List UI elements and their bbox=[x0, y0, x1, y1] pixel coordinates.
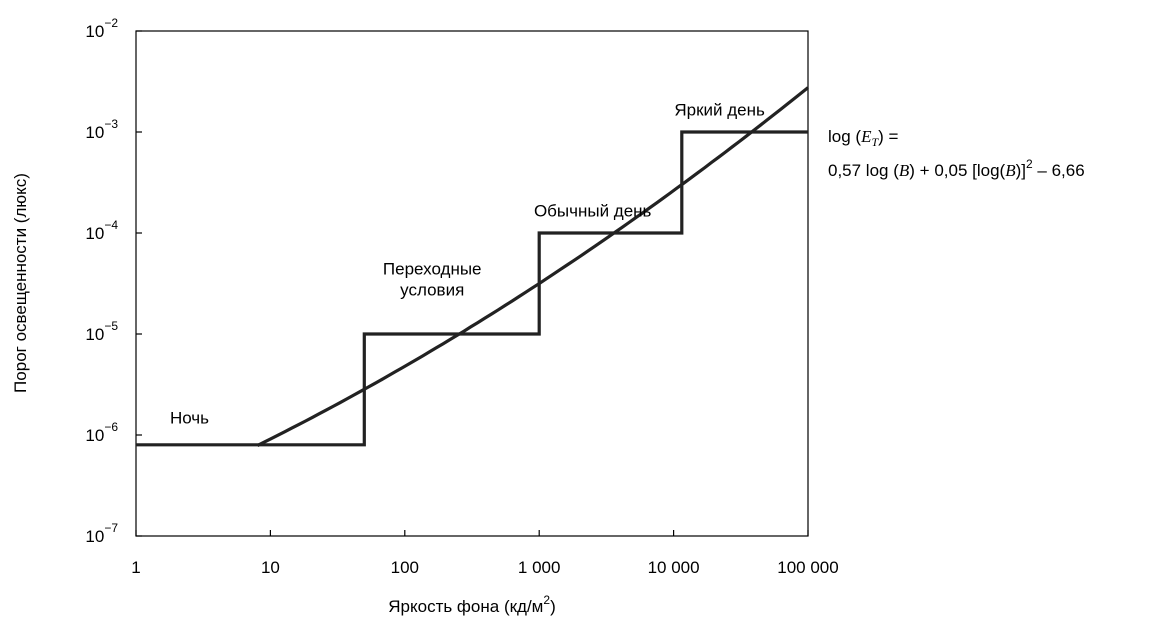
x-axis-label: Яркость фона (кд/м2) bbox=[388, 593, 555, 616]
y-tick-label: 10−6 bbox=[85, 420, 118, 445]
annotation-transition: условия bbox=[400, 281, 464, 300]
curve-series-line bbox=[256, 86, 809, 448]
y-tick-label: 10−2 bbox=[85, 16, 118, 41]
formula-line2: 0,57 log (B) + 0,05 [log(B)]2 – 6,66 bbox=[828, 157, 1085, 180]
x-tick-label: 1 000 bbox=[518, 558, 561, 577]
annotation-normal-day: Обычный день bbox=[534, 202, 652, 221]
plot-frame bbox=[135, 30, 809, 537]
y-axis-ticks: 10−2 10−3 10−4 10−5 10−6 10−7 bbox=[85, 16, 142, 546]
annotation-bright-day: Яркий день bbox=[674, 101, 765, 120]
x-tick-label: 10 000 bbox=[648, 558, 700, 577]
y-tick-label: 10−7 bbox=[85, 521, 118, 546]
x-tick-label: 10 bbox=[261, 558, 280, 577]
y-axis-label: Порог освещенности (люкс) bbox=[11, 173, 30, 393]
step-series-line bbox=[136, 130, 808, 447]
y-tick-label: 10−3 bbox=[85, 117, 118, 142]
annotation-transition: Переходные bbox=[383, 260, 482, 279]
x-axis-ticks: 1 10 100 1 000 10 000 100 000 bbox=[131, 530, 839, 577]
annotation-night: Ночь bbox=[170, 408, 209, 427]
y-tick-label: 10−4 bbox=[85, 218, 118, 243]
x-tick-label: 100 000 bbox=[777, 558, 838, 577]
region-annotations: Ночь Переходные условия Обычный день Яркий д… bbox=[170, 101, 765, 428]
x-tick-label: 1 bbox=[131, 558, 140, 577]
formula-line1: log (ET) = bbox=[828, 127, 899, 149]
x-tick-label: 100 bbox=[391, 558, 419, 577]
y-tick-label: 10−5 bbox=[85, 319, 118, 344]
